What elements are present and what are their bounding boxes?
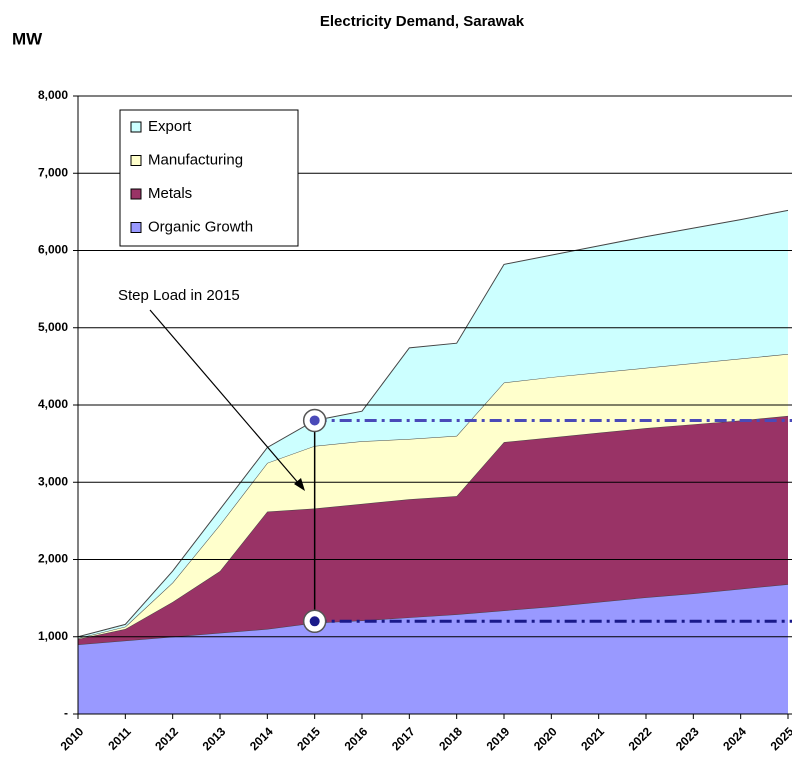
step-dot [309,616,320,627]
x-tick-label: 2019 [484,724,513,753]
area-edge [77,415,789,640]
x-tick-label: 2014 [247,724,276,753]
legend-label: Organic Growth [148,218,253,235]
x-tick-label: 2010 [58,724,87,753]
area [78,354,788,640]
annotation: Step Load in 2015 [118,287,240,304]
legend-box [119,109,299,247]
y-axis-label: MW [12,29,43,48]
x-tick-label: 2013 [200,724,229,753]
legend-label: Metals [148,185,192,202]
x-tick-label: 2016 [342,724,371,753]
y-tick-label: 4,000 [38,397,68,411]
area [78,584,788,714]
x-tick-label: 2025 [768,724,792,753]
annotation-arrow [149,309,301,486]
x-tick-label: 2021 [578,724,607,753]
chart-title: Electricity Demand, Sarawak [320,13,525,30]
y-tick-label: 2,000 [38,552,68,566]
y-tick-label: - [64,706,68,720]
x-tick-label: 2011 [105,724,134,753]
arrow-head [294,478,305,491]
x-tick-label: 2018 [436,724,465,753]
legend-label: Manufacturing [148,151,243,168]
area-edge [77,209,789,638]
legend-swatch [130,121,142,133]
legend-swatch [130,188,142,200]
y-tick-label: 5,000 [38,320,68,334]
y-tick-label: 3,000 [38,474,68,488]
x-tick-label: 2023 [673,724,702,753]
x-tick-label: 2020 [531,724,560,753]
y-tick-label: 1,000 [38,629,68,643]
x-tick-label: 2022 [626,724,655,753]
x-tick-label: 2012 [152,724,181,753]
y-tick-label: 7,000 [38,165,68,179]
area [78,210,788,639]
legend-swatch [130,222,142,233]
x-tick-label: 2015 [294,724,323,753]
legend-swatch [130,155,142,166]
x-tick-label: 2017 [389,724,418,753]
step-dot [309,415,320,426]
legend-label: Export [148,118,192,135]
area [78,415,788,645]
x-tick-label: 2024 [720,724,749,753]
y-tick-label: 8,000 [38,88,68,102]
y-tick-label: 6,000 [38,243,68,257]
